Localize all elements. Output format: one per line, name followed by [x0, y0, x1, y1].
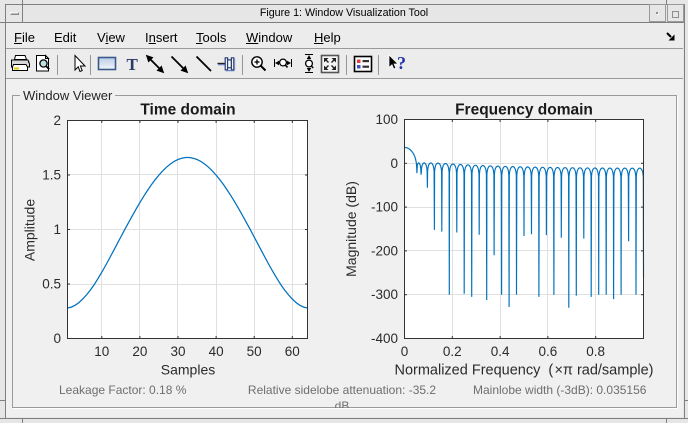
svg-text:?: ? [397, 53, 406, 73]
svg-text:Leakage Factor: 0.18 %: Leakage Factor: 0.18 % [59, 383, 187, 397]
svg-text:Samples: Samples [161, 362, 215, 378]
svg-text:dB: dB [335, 399, 350, 408]
svg-text:2: 2 [53, 113, 61, 128]
svg-text:-200: -200 [371, 243, 398, 258]
svg-text:Mainlobe width (-3dB): 0.03515: Mainlobe width (-3dB): 0.035156 [473, 383, 647, 397]
svg-text:0.2: 0.2 [443, 344, 462, 359]
svg-text:1.5: 1.5 [42, 168, 61, 183]
svg-text:1: 1 [53, 222, 61, 237]
svg-text:30: 30 [170, 344, 185, 359]
svg-text:-100: -100 [371, 200, 398, 215]
svg-text:0: 0 [390, 156, 398, 171]
svg-text:10: 10 [94, 344, 109, 359]
svg-text:40: 40 [209, 344, 224, 359]
svg-text:-400: -400 [371, 331, 398, 346]
svg-text:20: 20 [132, 344, 147, 359]
svg-text:0.6: 0.6 [539, 344, 558, 359]
svg-text:100: 100 [375, 112, 398, 127]
svg-text:0.5: 0.5 [42, 277, 61, 292]
svg-text:-300: -300 [371, 287, 398, 302]
svg-text:Time domain: Time domain [140, 102, 235, 119]
svg-text:Magnitude (dB): Magnitude (dB) [343, 181, 359, 277]
svg-text:Normalized Frequency ( ×π rad: Normalized Frequency ( ×π rad/sample) [394, 363, 653, 379]
svg-text:Amplitude: Amplitude [22, 199, 38, 261]
svg-text:0: 0 [53, 331, 61, 346]
svg-text:Relative sidelobe attenuation:: Relative sidelobe attenuation: -35.2 [248, 383, 436, 397]
svg-text:50: 50 [247, 344, 262, 359]
svg-text:0.4: 0.4 [491, 344, 510, 359]
svg-text:0.8: 0.8 [586, 344, 605, 359]
svg-text:Frequency domain: Frequency domain [455, 102, 593, 119]
svg-text:0: 0 [401, 344, 409, 359]
svg-text:60: 60 [285, 344, 300, 359]
